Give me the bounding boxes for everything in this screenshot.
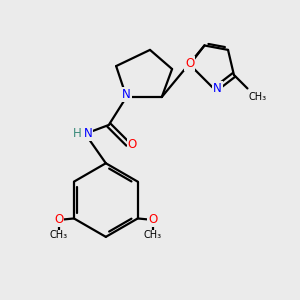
Text: N: N <box>122 88 131 101</box>
Text: N: N <box>84 127 92 140</box>
Text: H: H <box>73 127 81 140</box>
Text: O: O <box>148 213 158 226</box>
Text: N: N <box>213 82 222 95</box>
Text: O: O <box>128 138 137 151</box>
Text: CH₃: CH₃ <box>144 230 162 240</box>
Text: O: O <box>54 213 63 226</box>
Text: O: O <box>185 57 194 70</box>
Text: CH₃: CH₃ <box>50 230 68 240</box>
Text: CH₃: CH₃ <box>249 92 267 102</box>
